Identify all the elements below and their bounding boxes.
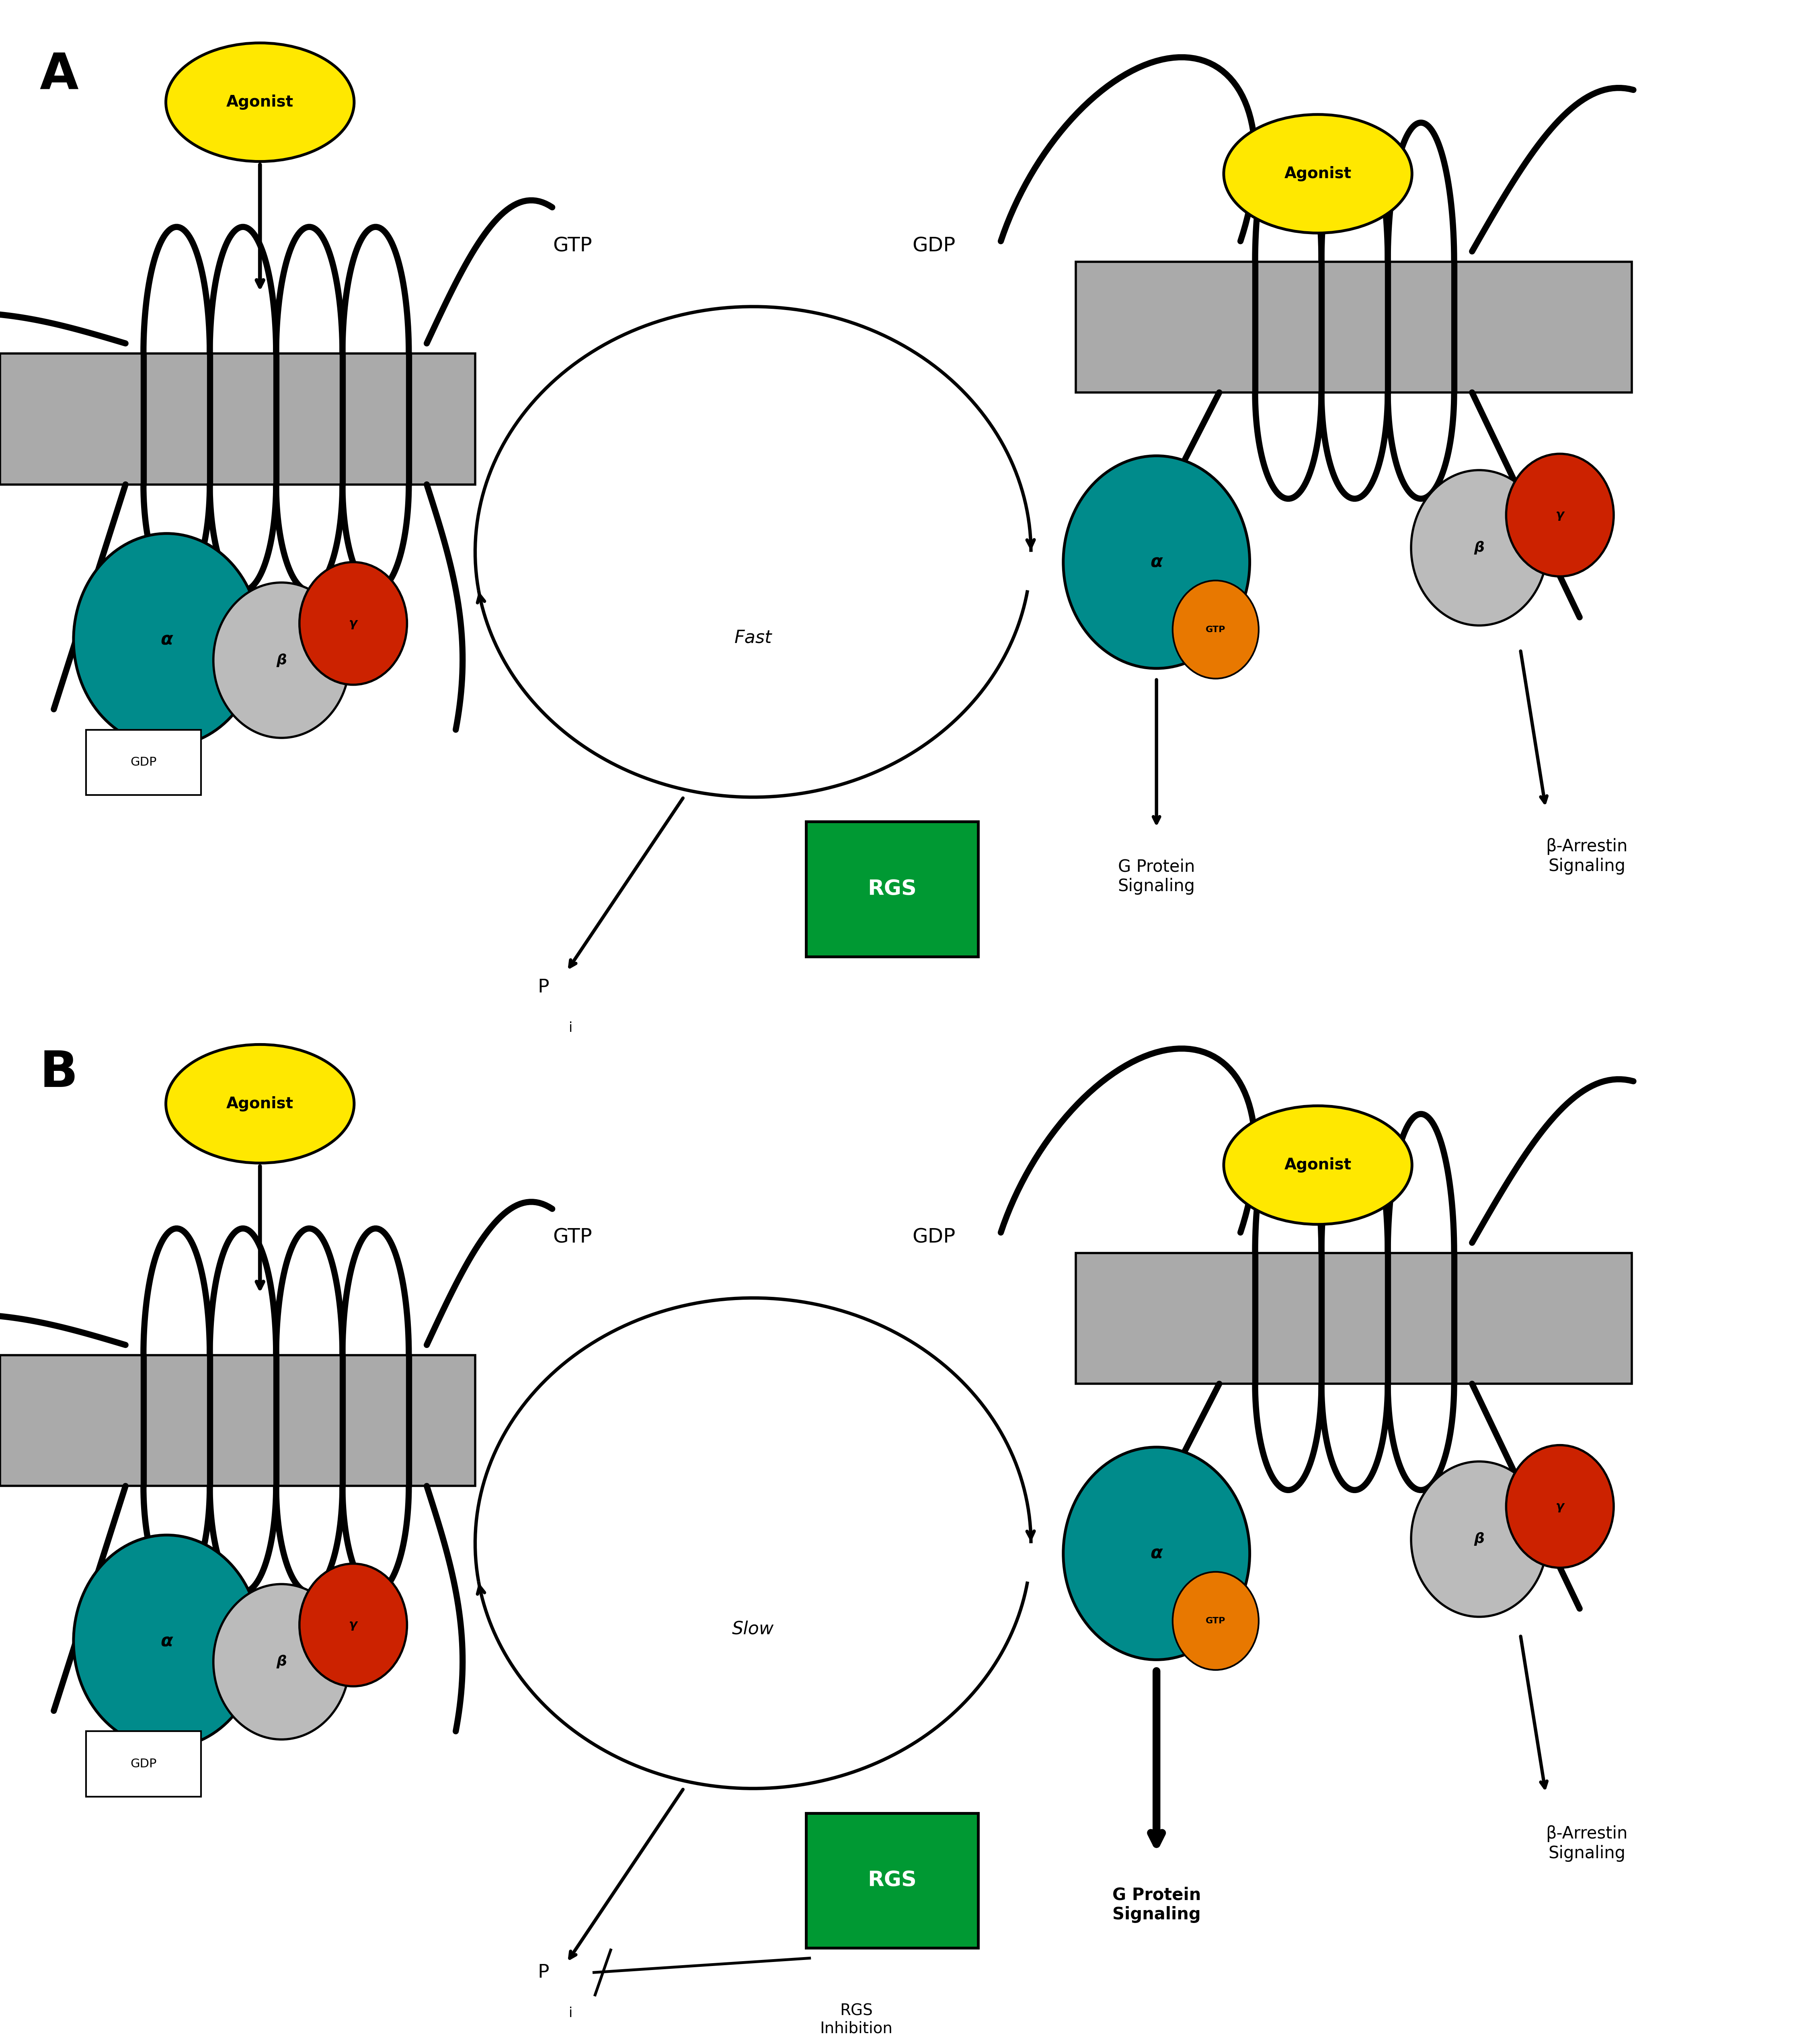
Text: β: β xyxy=(1474,542,1485,554)
Text: i: i xyxy=(568,2007,572,2019)
Text: P: P xyxy=(538,979,549,995)
Text: Fast: Fast xyxy=(735,630,771,646)
Text: G Protein
Signaling: G Protein Signaling xyxy=(1117,858,1196,895)
Text: Agonist: Agonist xyxy=(226,94,294,110)
Ellipse shape xyxy=(1223,114,1413,233)
Text: GTP: GTP xyxy=(1205,625,1226,634)
Circle shape xyxy=(1506,1445,1614,1568)
Bar xyxy=(1076,262,1632,392)
Text: i: i xyxy=(568,1022,572,1034)
Text: RGS
Inhibition: RGS Inhibition xyxy=(819,2003,893,2036)
Text: A: A xyxy=(39,51,79,100)
Text: γ: γ xyxy=(1556,1500,1563,1513)
Text: P: P xyxy=(538,1964,549,1981)
Ellipse shape xyxy=(167,1044,355,1163)
FancyBboxPatch shape xyxy=(86,730,201,795)
Text: β: β xyxy=(1474,1533,1485,1545)
Bar xyxy=(0,1355,475,1486)
FancyBboxPatch shape xyxy=(807,822,979,957)
Text: GDP: GDP xyxy=(131,756,156,769)
Text: GDP: GDP xyxy=(913,1228,956,1247)
Text: GDP: GDP xyxy=(131,1758,156,1770)
Text: α: α xyxy=(1151,554,1162,570)
Text: γ: γ xyxy=(1556,509,1563,521)
Text: GDP: GDP xyxy=(913,237,956,256)
Text: β-Arrestin
Signaling: β-Arrestin Signaling xyxy=(1546,1825,1628,1862)
Circle shape xyxy=(1063,456,1250,668)
Text: GTP: GTP xyxy=(1205,1617,1226,1625)
Text: Slow: Slow xyxy=(732,1621,775,1637)
Circle shape xyxy=(1411,470,1547,625)
Text: Agonist: Agonist xyxy=(1284,1157,1352,1173)
Circle shape xyxy=(1173,1572,1259,1670)
Circle shape xyxy=(74,533,260,746)
Text: B: B xyxy=(39,1049,77,1098)
FancyBboxPatch shape xyxy=(807,1813,979,1948)
Circle shape xyxy=(213,1584,350,1739)
Text: β-Arrestin
Signaling: β-Arrestin Signaling xyxy=(1546,838,1628,875)
Text: β: β xyxy=(276,654,287,666)
Text: γ: γ xyxy=(350,617,357,630)
FancyBboxPatch shape xyxy=(86,1731,201,1797)
Text: γ: γ xyxy=(350,1619,357,1631)
Text: α: α xyxy=(161,632,172,648)
Text: GTP: GTP xyxy=(552,1228,592,1247)
Circle shape xyxy=(299,1564,407,1686)
Circle shape xyxy=(1063,1447,1250,1660)
Text: Agonist: Agonist xyxy=(1284,166,1352,182)
Ellipse shape xyxy=(1223,1106,1413,1224)
Bar xyxy=(0,354,475,484)
Circle shape xyxy=(299,562,407,685)
Bar xyxy=(1076,1253,1632,1384)
Text: G Protein
Signaling: G Protein Signaling xyxy=(1112,1887,1201,1923)
Circle shape xyxy=(213,583,350,738)
Circle shape xyxy=(1173,580,1259,679)
Text: RGS: RGS xyxy=(868,1870,916,1891)
Text: GTP: GTP xyxy=(552,237,592,256)
Circle shape xyxy=(1506,454,1614,576)
Text: α: α xyxy=(161,1633,172,1650)
Text: Agonist: Agonist xyxy=(226,1096,294,1112)
Text: α: α xyxy=(1151,1545,1162,1562)
Circle shape xyxy=(74,1535,260,1748)
Text: β: β xyxy=(276,1656,287,1668)
Circle shape xyxy=(1411,1461,1547,1617)
Text: RGS: RGS xyxy=(868,879,916,899)
Ellipse shape xyxy=(167,43,355,161)
